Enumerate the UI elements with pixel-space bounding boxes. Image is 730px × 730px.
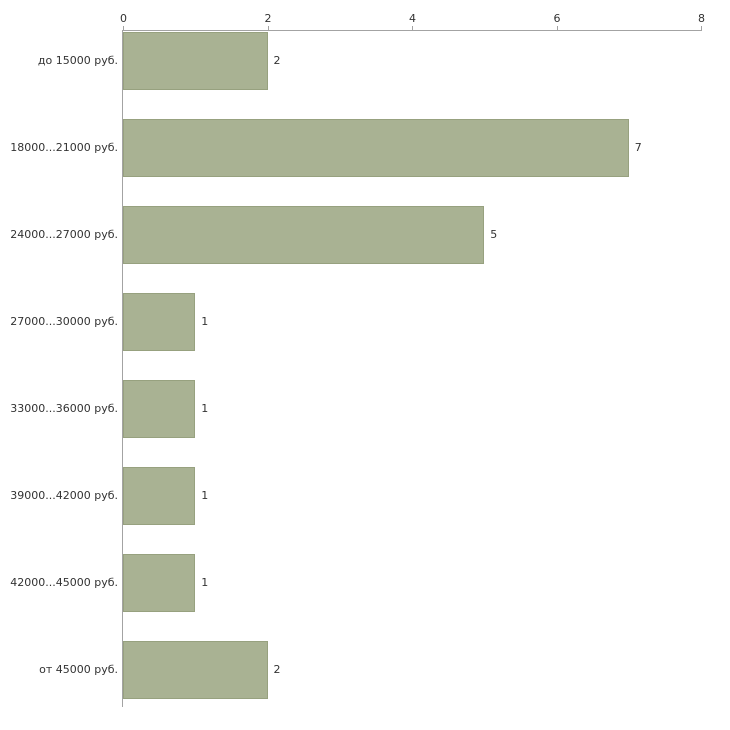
x-tick-label: 2 (264, 12, 272, 25)
bar-row: 27000...30000 руб. 1 (10, 278, 701, 365)
category-label: 33000...36000 руб. (10, 402, 118, 415)
bar-row: 42000...45000 руб. 1 (10, 539, 701, 626)
value-label: 5 (490, 228, 498, 241)
value-label: 1 (201, 576, 209, 589)
x-tick: 2 (265, 12, 272, 31)
value-label: 7 (634, 141, 642, 154)
x-tick-label: 8 (698, 12, 705, 25)
category-label: 24000...27000 руб. (10, 228, 118, 241)
x-tick-label: 4 (409, 12, 416, 25)
x-tick-label: 6 (553, 12, 561, 25)
category-label: 42000...45000 руб. (10, 576, 118, 589)
x-tick: 6 (554, 12, 561, 31)
category-label: от 45000 руб. (39, 663, 118, 676)
category-label: 39000...42000 руб. (10, 489, 118, 502)
bar (123, 292, 196, 351)
value-label: 1 (201, 489, 209, 502)
bar (123, 553, 196, 612)
bar-row: 39000...42000 руб. 1 (10, 452, 701, 539)
bar (123, 205, 485, 264)
bar (123, 466, 196, 525)
bar-rows: до 15000 руб. 2 18000...21000 руб. 7 24000..… (10, 17, 701, 713)
x-tick: 0 (120, 12, 127, 31)
bar-row: до 15000 руб. 2 (38, 17, 701, 104)
value-label: 1 (201, 315, 209, 328)
category-label: до 15000 руб. (37, 54, 118, 67)
plot-area: 0 2 4 6 8 до 15000 руб. 2 18000...21000 руб. 7 2… (10, 12, 705, 707)
bar (123, 31, 268, 90)
bar-row: 18000...21000 руб. 7 (10, 104, 701, 191)
value-label: 2 (273, 54, 281, 67)
bar-row: от 45000 руб. 2 (39, 626, 701, 713)
bar-row: 24000...27000 руб. 5 (10, 191, 701, 278)
bar (123, 640, 268, 699)
value-label: 1 (201, 402, 209, 415)
value-label: 2 (273, 663, 281, 676)
bar (123, 118, 629, 177)
x-tick-label: 0 (120, 12, 127, 25)
bar (123, 379, 196, 438)
category-label: 18000...21000 руб. (10, 141, 118, 154)
x-tick: 8 (698, 12, 705, 31)
x-tick: 4 (409, 12, 416, 31)
bar-row: 33000...36000 руб. 1 (10, 365, 701, 452)
category-label: 27000...30000 руб. (10, 315, 118, 328)
